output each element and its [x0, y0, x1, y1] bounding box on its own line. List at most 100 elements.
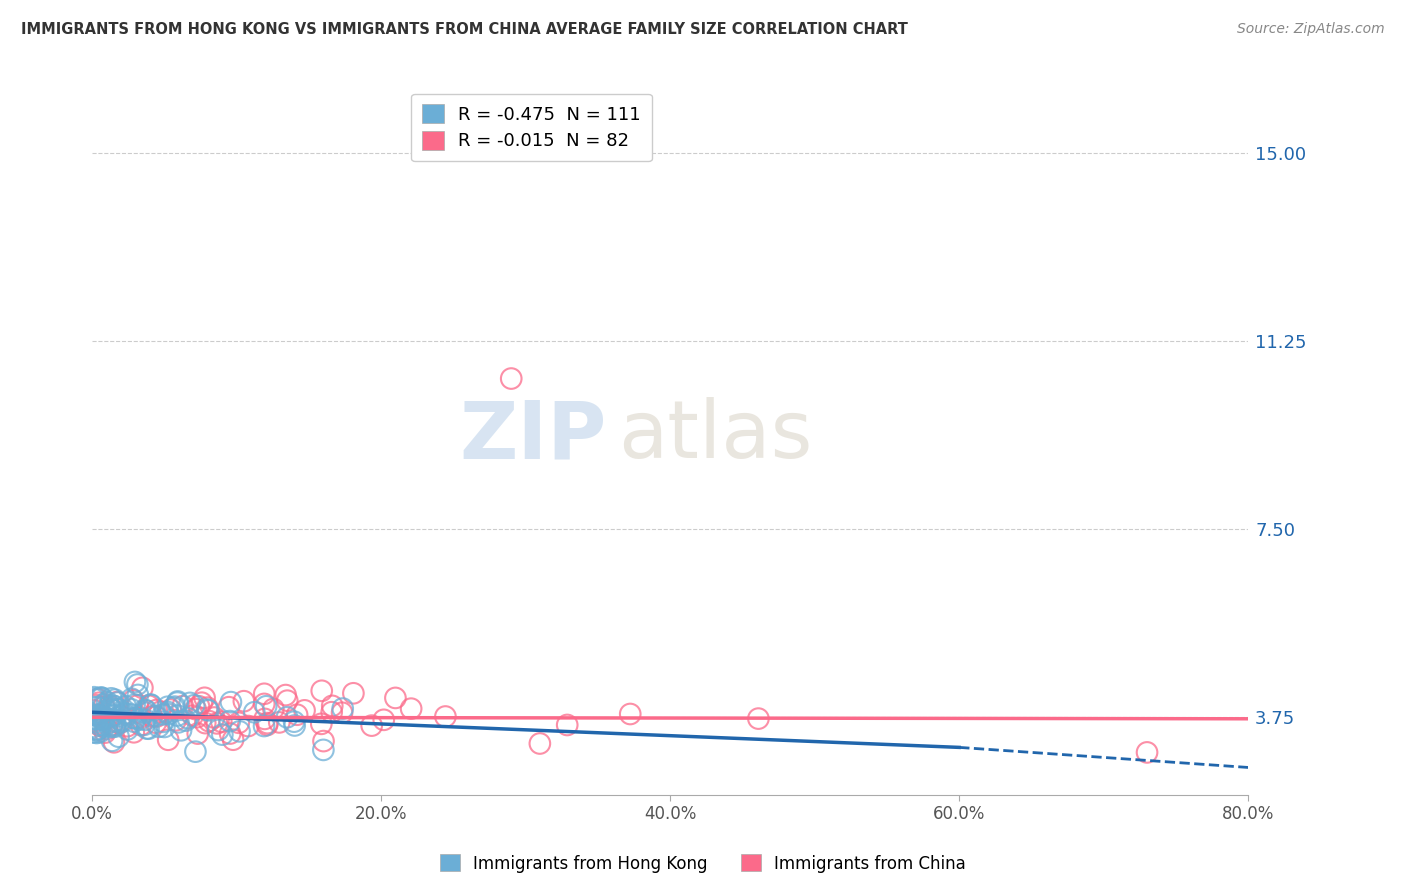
Point	[269, 715, 291, 730]
Point	[118, 707, 141, 722]
Point	[89, 725, 111, 739]
Point	[127, 698, 149, 713]
Point	[157, 732, 180, 747]
Point	[312, 734, 335, 748]
Point	[101, 720, 124, 734]
Point	[1136, 746, 1159, 760]
Point	[384, 690, 406, 705]
Point	[167, 715, 190, 730]
Point	[129, 718, 152, 732]
Point	[399, 701, 422, 715]
Point	[207, 723, 229, 737]
Point	[156, 699, 179, 714]
Point	[105, 695, 128, 709]
Point	[219, 695, 242, 709]
Point	[276, 710, 298, 724]
Point	[90, 690, 112, 705]
Legend: R = -0.475  N = 111, R = -0.015  N = 82: R = -0.475 N = 111, R = -0.015 N = 82	[412, 94, 651, 161]
Point	[141, 709, 163, 723]
Point	[187, 726, 209, 740]
Point	[91, 711, 114, 725]
Point	[139, 698, 162, 712]
Text: Source: ZipAtlas.com: Source: ZipAtlas.com	[1237, 22, 1385, 37]
Point	[138, 698, 160, 713]
Point	[101, 698, 124, 713]
Point	[159, 702, 181, 716]
Point	[101, 718, 124, 732]
Point	[222, 732, 245, 747]
Point	[93, 699, 115, 714]
Point	[529, 737, 551, 751]
Point	[86, 726, 108, 740]
Point	[90, 712, 112, 726]
Point	[86, 698, 108, 713]
Point	[747, 712, 769, 726]
Point	[97, 699, 120, 714]
Point	[96, 722, 118, 736]
Point	[360, 718, 382, 732]
Point	[87, 696, 110, 710]
Point	[312, 743, 335, 757]
Point	[103, 698, 125, 713]
Point	[184, 745, 207, 759]
Point	[209, 714, 232, 729]
Point	[236, 719, 259, 733]
Point	[194, 690, 217, 705]
Point	[274, 688, 297, 702]
Point	[122, 725, 145, 739]
Point	[152, 714, 174, 729]
Point	[205, 716, 228, 731]
Point	[107, 696, 129, 710]
Point	[172, 699, 194, 714]
Point	[202, 710, 225, 724]
Point	[276, 694, 298, 708]
Point	[253, 719, 276, 733]
Point	[162, 701, 184, 715]
Point	[86, 692, 108, 706]
Point	[195, 700, 218, 714]
Point	[84, 714, 107, 728]
Point	[103, 714, 125, 729]
Point	[121, 702, 143, 716]
Point	[100, 701, 122, 715]
Point	[84, 715, 107, 730]
Point	[163, 699, 186, 714]
Point	[117, 719, 139, 733]
Point	[96, 712, 118, 726]
Point	[128, 713, 150, 727]
Point	[311, 716, 333, 731]
Point	[135, 722, 157, 736]
Point	[152, 707, 174, 722]
Point	[84, 707, 107, 722]
Point	[84, 712, 107, 726]
Point	[194, 716, 217, 731]
Point	[107, 702, 129, 716]
Point	[114, 699, 136, 714]
Point	[139, 698, 162, 712]
Point	[256, 718, 278, 732]
Point	[197, 703, 219, 717]
Point	[187, 699, 209, 714]
Point	[103, 735, 125, 749]
Point	[165, 713, 187, 727]
Point	[122, 714, 145, 729]
Point	[284, 718, 307, 732]
Point	[110, 713, 132, 727]
Point	[87, 708, 110, 723]
Point	[373, 713, 395, 727]
Point	[94, 725, 117, 739]
Point	[145, 703, 167, 717]
Point	[145, 715, 167, 730]
Point	[89, 719, 111, 733]
Point	[84, 722, 107, 736]
Point	[228, 715, 250, 730]
Text: ZIP: ZIP	[460, 397, 606, 475]
Point	[83, 725, 105, 739]
Point	[190, 696, 212, 710]
Point	[108, 702, 131, 716]
Point	[183, 698, 205, 713]
Point	[501, 371, 523, 385]
Point	[211, 728, 233, 742]
Point	[91, 690, 114, 705]
Point	[153, 720, 176, 734]
